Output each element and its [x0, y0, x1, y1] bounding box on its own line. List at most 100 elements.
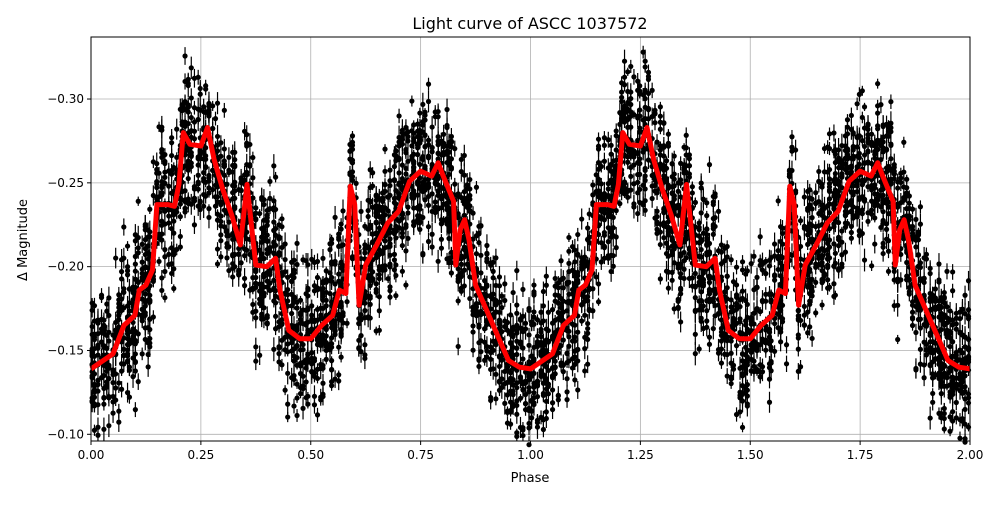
data-point: [171, 252, 176, 257]
data-point: [279, 362, 284, 367]
data-point: [497, 274, 502, 279]
data-point: [257, 211, 262, 216]
data-point: [374, 281, 379, 286]
data-point: [426, 239, 431, 244]
data-point: [127, 395, 132, 400]
data-point: [218, 254, 223, 259]
data-point: [467, 177, 472, 182]
data-point: [444, 107, 449, 112]
data-point: [396, 113, 401, 118]
data-point: [294, 413, 299, 418]
data-point: [544, 283, 549, 288]
data-point: [405, 210, 410, 215]
data-point: [232, 264, 237, 269]
data-point: [198, 200, 203, 205]
data-point: [520, 425, 525, 430]
data-point: [305, 401, 310, 406]
data-point: [417, 203, 422, 208]
data-point: [279, 216, 284, 221]
data-point: [350, 158, 355, 163]
data-point: [426, 99, 431, 104]
data-point: [285, 371, 290, 376]
data-point: [502, 298, 507, 303]
data-point: [159, 193, 164, 198]
data-point: [387, 230, 392, 235]
data-point: [426, 82, 431, 87]
data-point: [377, 328, 382, 333]
data-point: [520, 433, 525, 438]
data-point: [467, 296, 472, 301]
data-point: [377, 294, 382, 299]
data-point: [387, 253, 392, 258]
data-point: [253, 309, 258, 314]
data-point: [239, 188, 244, 193]
data-point: [474, 251, 479, 256]
data-point: [222, 146, 227, 151]
data-point: [336, 345, 341, 350]
data-point: [159, 288, 164, 293]
data-point: [476, 364, 481, 369]
data-point: [106, 313, 111, 318]
data-point: [478, 223, 483, 228]
data-point: [312, 394, 317, 399]
data-point: [520, 345, 525, 350]
data-point: [400, 212, 405, 217]
data-point: [426, 184, 431, 189]
data-point: [189, 65, 194, 70]
data-point: [136, 331, 141, 336]
data-point: [420, 215, 425, 220]
data-point: [253, 268, 258, 273]
data-point: [300, 406, 305, 411]
data-point: [294, 395, 299, 400]
data-point: [271, 347, 276, 352]
data-point: [186, 105, 191, 110]
data-point: [133, 338, 138, 343]
data-point: [154, 161, 159, 166]
data-point: [484, 282, 489, 287]
data-point: [333, 323, 338, 328]
data-point: [276, 236, 281, 241]
data-point: [541, 393, 546, 398]
data-point: [370, 183, 375, 188]
data-point: [305, 286, 310, 291]
data-point: [491, 260, 496, 265]
data-point: [478, 270, 483, 275]
data-point: [526, 332, 531, 337]
data-point: [531, 309, 536, 314]
observation-column: [474, 181, 479, 324]
data-point: [294, 262, 299, 267]
data-point: [154, 179, 159, 184]
data-point: [474, 185, 479, 190]
data-point: [285, 402, 290, 407]
data-point: [520, 356, 525, 361]
data-point: [285, 414, 290, 419]
data-point: [403, 225, 408, 230]
data-point: [336, 235, 341, 240]
data-point: [329, 275, 334, 280]
data-point: [143, 313, 148, 318]
data-point: [370, 276, 375, 281]
data-point: [309, 313, 314, 318]
data-point: [291, 373, 296, 378]
data-point: [392, 252, 397, 257]
data-point: [514, 430, 519, 435]
data-point: [320, 381, 325, 386]
data-point: [147, 234, 152, 239]
data-point: [339, 355, 344, 360]
data-point: [387, 244, 392, 249]
data-point: [206, 215, 211, 220]
data-point: [178, 244, 183, 249]
data-point: [182, 188, 187, 193]
data-point: [218, 213, 223, 218]
data-point: [291, 403, 296, 408]
data-point: [171, 286, 176, 291]
data-point: [189, 164, 194, 169]
data-point: [382, 212, 387, 217]
data-point: [514, 311, 519, 316]
data-point: [502, 281, 507, 286]
data-point: [300, 374, 305, 379]
data-point: [324, 303, 329, 308]
data-point: [218, 154, 223, 159]
data-point: [95, 433, 100, 438]
data-point: [239, 260, 244, 265]
